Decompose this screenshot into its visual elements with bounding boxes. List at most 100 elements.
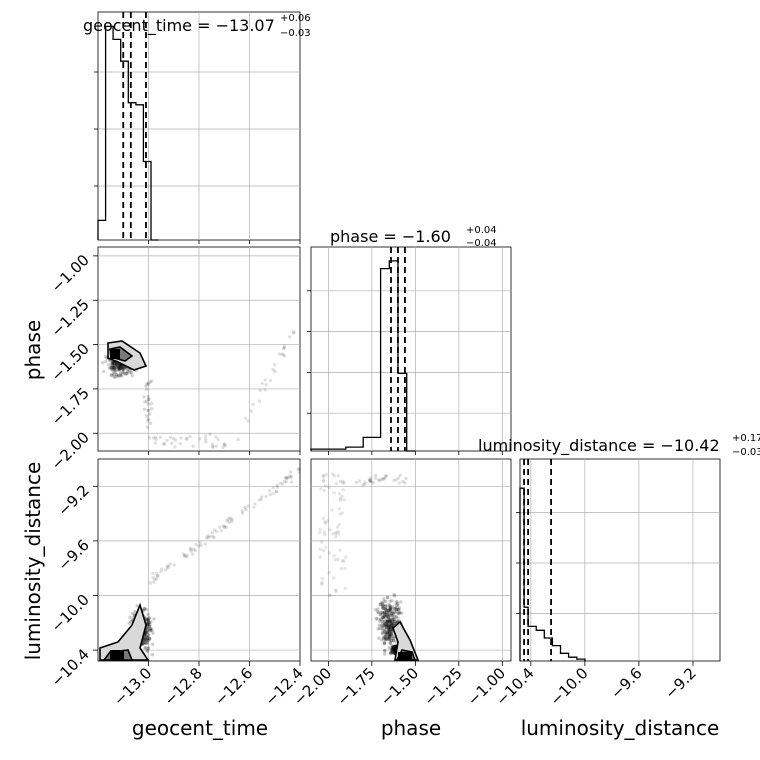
scatter-point xyxy=(320,540,324,544)
scatter-point xyxy=(390,607,394,611)
scatter-point xyxy=(208,432,212,436)
scatter-point xyxy=(389,623,394,628)
scatter-point xyxy=(336,474,340,478)
scatter-point xyxy=(146,628,150,632)
scatter-point xyxy=(390,645,394,650)
scatter-point xyxy=(391,646,396,650)
scatter-point xyxy=(389,614,393,618)
scatter-point xyxy=(379,601,383,605)
scatter-point xyxy=(396,476,401,480)
scatter-point xyxy=(380,610,384,614)
scatter-point xyxy=(274,490,279,494)
scatter-point xyxy=(149,379,154,383)
scatter-point xyxy=(113,367,117,371)
scatter-point xyxy=(143,646,147,650)
scatter-point xyxy=(240,511,245,515)
scatter-point xyxy=(381,603,385,607)
scatter-point xyxy=(120,374,124,378)
scatter-point xyxy=(147,636,151,640)
scatter-point xyxy=(147,412,152,416)
scatter-point xyxy=(327,571,331,575)
scatter-point xyxy=(386,630,390,635)
scatter-point xyxy=(341,488,346,492)
scatter-point xyxy=(398,610,402,614)
scatter-point xyxy=(324,545,328,550)
scatter-point xyxy=(120,365,124,370)
scatter-point xyxy=(385,595,389,600)
scatter-point xyxy=(111,361,115,366)
scatter-point xyxy=(390,611,394,616)
scatter-point xyxy=(246,419,250,423)
scatter-point xyxy=(385,623,389,628)
scatter-point xyxy=(116,364,120,368)
scatter-point xyxy=(382,629,387,633)
scatter-point xyxy=(387,635,392,639)
scatter-point xyxy=(117,374,121,378)
scatter-point xyxy=(382,641,387,646)
scatter-point xyxy=(392,609,397,614)
scatter-point xyxy=(145,649,150,653)
scatter-point xyxy=(393,606,397,610)
scatter-point xyxy=(145,636,149,640)
scatter-point xyxy=(118,364,123,368)
scatter-point xyxy=(343,586,348,590)
scatter-point xyxy=(363,482,367,487)
scatter-point xyxy=(101,361,105,365)
scatter-point xyxy=(154,437,158,442)
scatter-point xyxy=(384,630,388,634)
scatter-point xyxy=(113,361,117,366)
scatter-point xyxy=(120,370,125,375)
scatter-point xyxy=(109,367,114,372)
scatter-point xyxy=(387,637,391,641)
scatter-point xyxy=(387,627,391,631)
scatter-point xyxy=(388,625,392,629)
tick-label: −10.0 xyxy=(48,591,93,636)
scatter-point xyxy=(392,648,397,652)
tick-label: −9.6 xyxy=(607,664,645,702)
scatter-point xyxy=(387,623,391,627)
scatter-point xyxy=(388,641,393,645)
scatter-point xyxy=(381,604,385,608)
histogram-luminosity-distance xyxy=(519,487,586,661)
scatter-point xyxy=(393,646,397,651)
scatter-point xyxy=(151,576,155,580)
scatter-point xyxy=(112,363,117,367)
scatter-point xyxy=(144,616,149,620)
density-peak xyxy=(110,650,124,660)
scatter-point xyxy=(183,554,187,558)
scatter-point xyxy=(380,606,385,610)
scatter-point xyxy=(381,602,385,606)
scatter-point xyxy=(333,531,338,536)
scatter-point xyxy=(393,606,397,611)
scatter-point xyxy=(145,638,150,642)
scatter-point xyxy=(197,544,201,548)
scatter-point xyxy=(388,651,393,655)
scatter-point xyxy=(384,607,388,612)
scatter-point xyxy=(381,607,385,611)
scatter-point xyxy=(382,652,387,656)
scatter-point xyxy=(380,619,384,623)
scatter-point xyxy=(198,540,202,545)
scatter-point xyxy=(167,565,171,569)
scatter-point xyxy=(170,441,174,445)
scatter-point xyxy=(214,435,218,439)
scatter-point xyxy=(363,480,367,485)
scatter-point xyxy=(164,568,168,572)
scatter-point xyxy=(396,612,401,616)
scatter-point xyxy=(107,366,112,370)
scatter-point xyxy=(206,536,211,540)
scatter-point xyxy=(395,607,399,612)
scatter-point xyxy=(114,365,118,370)
scatter-point xyxy=(387,625,392,629)
scatter-point xyxy=(391,647,395,651)
scatter-point xyxy=(116,364,120,368)
scatter-point xyxy=(384,474,388,478)
tick-label: −12.6 xyxy=(211,664,256,709)
scatter-point xyxy=(274,489,278,494)
scatter-point xyxy=(400,611,404,616)
scatter-point xyxy=(320,581,324,585)
scatter-point xyxy=(381,624,385,628)
scatter-point xyxy=(340,559,344,563)
scatter-point xyxy=(328,593,333,598)
scatter-point xyxy=(385,632,389,637)
